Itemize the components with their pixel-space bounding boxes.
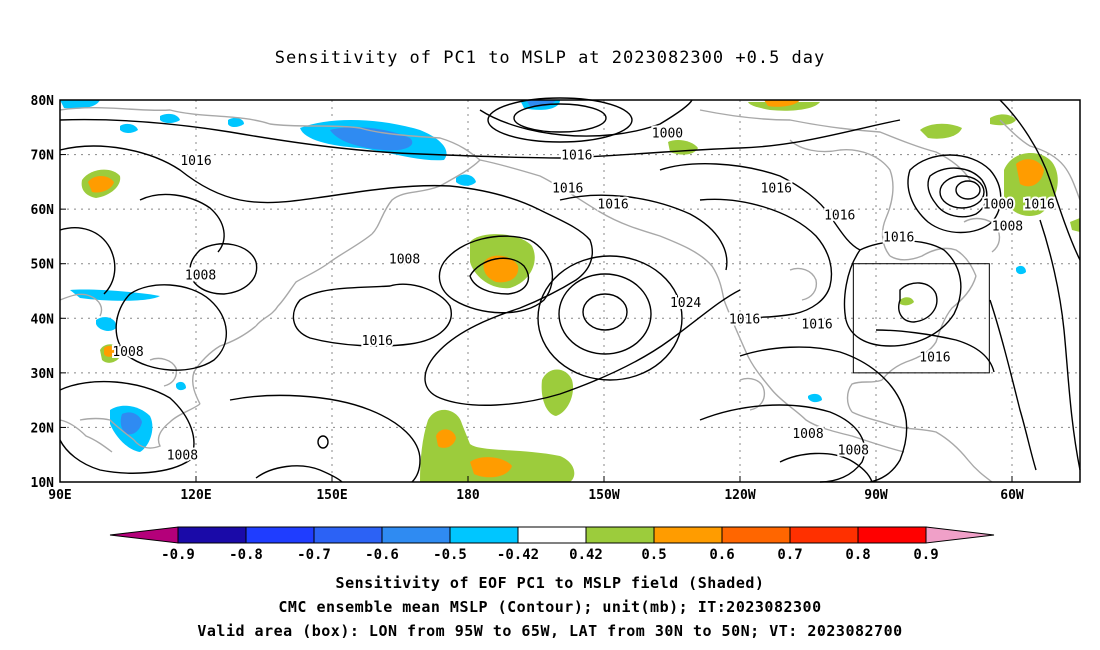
lon-tick-label: 150E	[316, 488, 347, 503]
contour-label: 1024	[670, 296, 701, 311]
lat-tick-label: 60N	[31, 203, 55, 218]
contour-label: 1016	[729, 312, 760, 327]
lat-tick-label: 10N	[31, 476, 55, 491]
colorbar-label: -0.8	[229, 547, 263, 563]
coastlines	[59, 107, 1081, 483]
contour-label: 1008	[992, 220, 1023, 235]
axis-labels: 90E 120E 150E 180 150W 120W 90W 60W 80N 70N 60N 50N…	[31, 94, 1024, 503]
colorbar-label: 0.5	[641, 547, 666, 563]
contour-label: 1016	[1024, 198, 1055, 213]
valid-area-box	[852, 263, 990, 374]
colorbar-segment-min	[109, 526, 179, 544]
lon-tick-label: 150W	[588, 488, 619, 503]
colorbar-segment	[381, 526, 451, 544]
map-title: Sensitivity of PC1 to MSLP at 2023082300…	[274, 48, 826, 68]
colorbar-segment	[789, 526, 859, 544]
lat-tick-label: 70N	[31, 149, 55, 164]
colorbar-label: -0.6	[365, 547, 399, 563]
map-frame	[59, 99, 1081, 483]
mslp-contours	[59, 97, 1081, 483]
colorbar-label: 0.9	[913, 547, 938, 563]
colorbar-label: 0.42	[569, 547, 603, 563]
contour-label: 1008	[167, 449, 198, 464]
colorbar-segment	[721, 526, 791, 544]
strong-negative-sensitivity-shading	[120, 100, 556, 435]
contour-label: 1008	[389, 252, 420, 267]
lat-tick-label: 20N	[31, 421, 55, 436]
strong-positive-sensitivity-shading	[88, 100, 1044, 478]
contour-label: 1016	[883, 230, 914, 245]
colorbar-segment	[245, 526, 315, 544]
contour-label: 1008	[838, 443, 869, 458]
colorbar-label: -0.42	[497, 547, 539, 563]
lon-tick-label: 90W	[864, 488, 888, 503]
colorbar-label: -0.7	[297, 547, 331, 563]
colorbar-label: 0.8	[845, 547, 870, 563]
contour-label: 1016	[597, 198, 628, 213]
lon-tick-label: 180	[456, 488, 480, 503]
contour-label: 1016	[824, 209, 855, 224]
lon-tick-label: 60W	[1000, 488, 1024, 503]
colorbar-segment	[857, 526, 927, 544]
contour-label: 1016	[362, 334, 393, 349]
colorbar-segment	[177, 526, 247, 544]
contour-label: 1016	[761, 181, 792, 196]
colorbar-label: -0.5	[433, 547, 467, 563]
contour-labels: 1000 1016 1016 1016 1016 1016 1016 1016 1000 1008…	[110, 125, 1057, 466]
colorbar-segment	[449, 526, 519, 544]
lon-tick-label: 120W	[724, 488, 755, 503]
caption-valid-area: Valid area (box): LON from 95W to 65W, L…	[197, 622, 903, 640]
contour-label: 1016	[919, 350, 950, 365]
contour-label: 1008	[185, 269, 216, 284]
colorbar-label: -0.9	[161, 547, 195, 563]
lat-tick-label: 50N	[31, 258, 55, 273]
colorbar-segment	[653, 526, 723, 544]
contour-label: 1016	[180, 154, 211, 169]
contour-label: 1000	[652, 127, 683, 142]
lon-tick-label: 90E	[48, 488, 71, 503]
caption-shaded: Sensitivity of EOF PC1 to MSLP field (Sh…	[335, 574, 765, 592]
colorbar-segment	[585, 526, 655, 544]
contour-label: 1016	[561, 149, 592, 164]
colorbar-label: 0.6	[709, 547, 734, 563]
colorbar-label: 0.7	[777, 547, 802, 563]
contour-label: 1008	[112, 345, 143, 360]
colorbar: -0.9 -0.8 -0.7 -0.6 -0.5 -0.42 0.42 0.5 0.6 0.7 0.…	[109, 526, 995, 563]
contour-label: 1008	[792, 427, 823, 442]
contour-label: 1016	[552, 181, 583, 196]
caption-contour: CMC ensemble mean MSLP (Contour); unit(m…	[278, 598, 822, 616]
contour-label: 1016	[801, 318, 832, 333]
lat-tick-label: 80N	[31, 94, 55, 109]
lat-tick-label: 40N	[31, 312, 55, 327]
lon-tick-label: 120E	[180, 488, 211, 503]
colorbar-segment	[517, 526, 587, 544]
lat-tick-label: 30N	[31, 367, 55, 382]
contour-label: 1000	[983, 198, 1014, 213]
colorbar-segment	[313, 526, 383, 544]
colorbar-segment-max	[925, 526, 995, 544]
